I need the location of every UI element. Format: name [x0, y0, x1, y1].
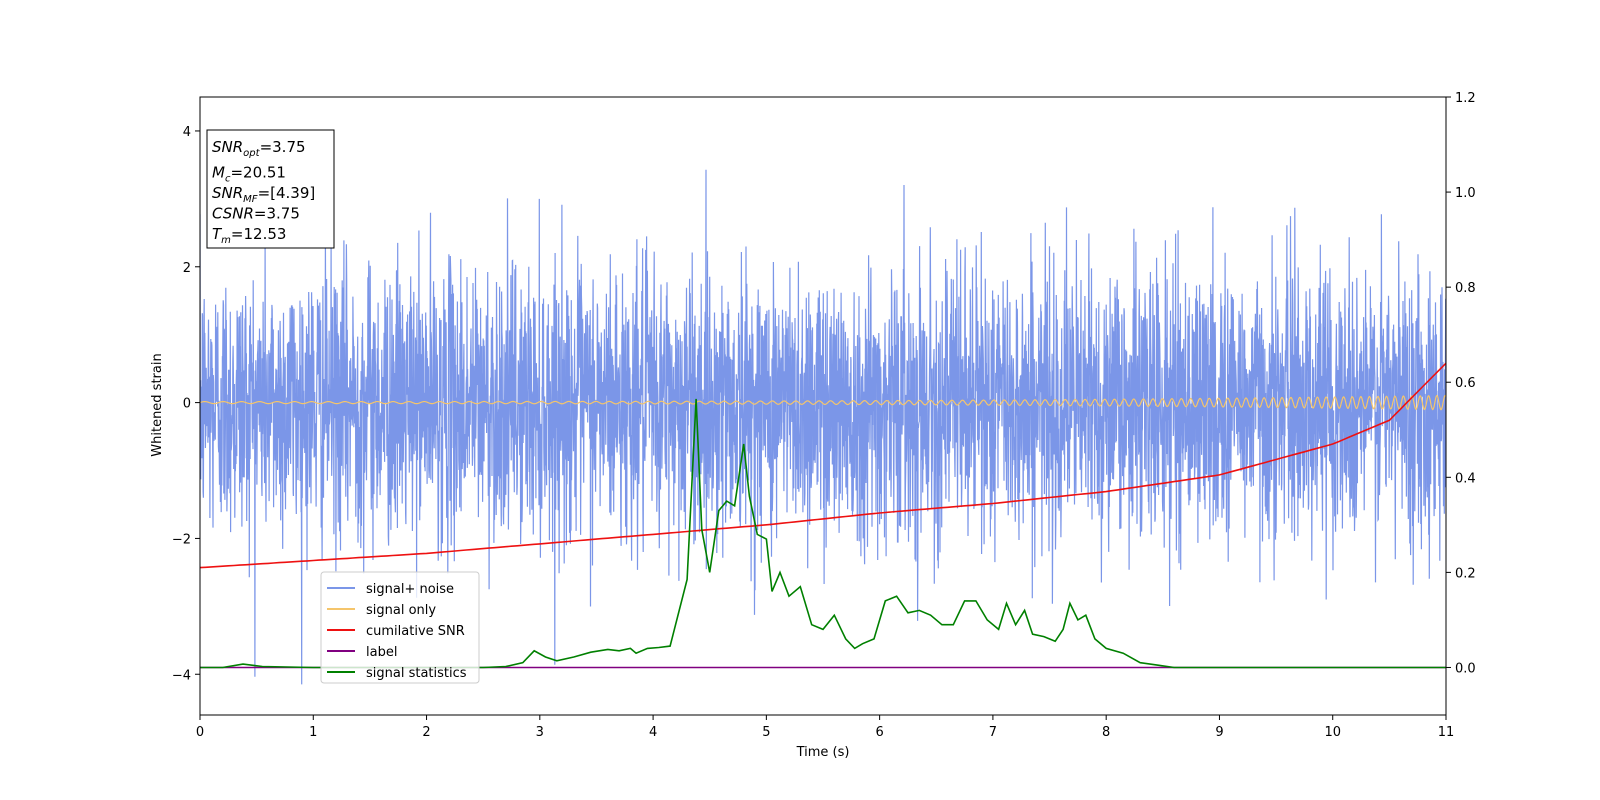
series-cumulative-snr-line	[200, 362, 1446, 569]
y2-tick-label: 0.6	[1455, 376, 1476, 391]
x-axis-label: Time (s)	[796, 745, 850, 760]
y2-tick-label: 1.2	[1455, 91, 1476, 106]
x-tick-label: 10	[1324, 725, 1341, 740]
x-tick-label: 9	[1215, 725, 1223, 740]
x-tick-label: 5	[762, 725, 770, 740]
info-box: SNRopt=3.75 Mc=20.51SNRMF=[4.39]CSNR=3.75…	[206, 129, 335, 249]
x-tick-label: 7	[989, 725, 997, 740]
y-tick-label: −4	[172, 668, 191, 683]
legend-entry: signal+ noise	[366, 582, 454, 597]
legend-entry: signal statistics	[366, 666, 467, 681]
y-tick-label: 4	[183, 125, 191, 140]
x-tick-label: 2	[422, 725, 430, 740]
x-tick-label: 0	[196, 725, 204, 740]
x-tick-label: 4	[649, 725, 657, 740]
x-tick-label: 1	[309, 725, 317, 740]
plot-frame	[199, 96, 1447, 716]
legend-entry: cumilative SNR	[366, 624, 465, 639]
y2-tick-label: 0.4	[1455, 471, 1476, 486]
y2-tick-label: 0.8	[1455, 281, 1476, 296]
y2-tick-label: 0.0	[1455, 661, 1476, 676]
info-line: SNRopt=3.75	[212, 138, 306, 159]
info-line: CSNR=3.75	[212, 205, 300, 223]
legend: signal+ noise signal only cumilative SNR la…	[320, 571, 480, 684]
y-tick-label: −2	[172, 532, 191, 547]
y2-tick-label: 0.2	[1455, 566, 1476, 581]
legend-entry: label	[366, 645, 397, 660]
x-tick-label: 11	[1438, 725, 1455, 740]
series-signal-only-line	[200, 394, 1446, 411]
series-signal-noise-line	[200, 169, 1446, 685]
x-tick-label: 8	[1102, 725, 1110, 740]
y-axis-label: Whitened strain	[150, 353, 165, 456]
x-tick-label: 6	[875, 725, 883, 740]
legend-entry: signal only	[366, 603, 436, 618]
y-tick-label: 2	[183, 261, 191, 276]
info-line: SNRMF=[4.39]	[212, 184, 315, 205]
y-tick-label: 0	[183, 397, 191, 412]
info-line: Mc=20.51	[212, 164, 286, 185]
series-signal-statistics-line	[200, 398, 1446, 669]
y2-tick-label: 1.0	[1455, 186, 1476, 201]
info-line: Tm=12.53	[212, 225, 286, 246]
x-tick-label: 3	[536, 725, 544, 740]
